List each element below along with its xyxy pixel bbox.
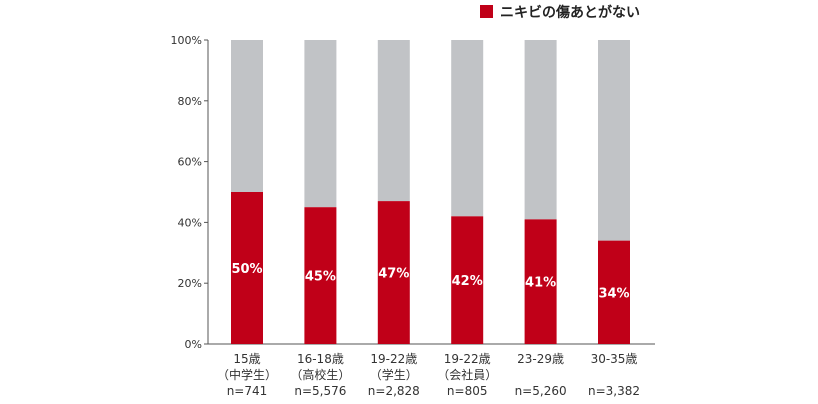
legend-swatch — [480, 5, 493, 18]
x-tick-label: （学生） — [370, 367, 418, 382]
bar-remainder — [524, 40, 557, 220]
x-tick-label: n=5,576 — [294, 384, 346, 398]
y-tick-label: 80% — [178, 95, 202, 108]
x-tick-label: n=2,828 — [368, 384, 420, 398]
x-tick-label: n=805 — [447, 384, 488, 398]
x-tick-label: 30-35歳 — [591, 352, 638, 366]
bar-value — [231, 192, 263, 344]
x-tick-label: （会社員） — [437, 367, 497, 382]
bar-remainder — [231, 40, 263, 192]
y-tick-label: 100% — [171, 34, 202, 47]
x-tick-label: n=5,260 — [515, 384, 567, 398]
x-axis-labels: 15歳（中学生）n=74116-18歳（高校生）n=5,57619-22歳（学生… — [217, 352, 640, 398]
x-tick-label: 16-18歳 — [297, 352, 344, 366]
x-tick-label: 15歳 — [233, 352, 260, 366]
y-tick-label: 40% — [178, 216, 202, 229]
bar-value — [524, 219, 557, 344]
x-tick-label: n=741 — [227, 384, 268, 398]
x-tick-label: （高校生） — [290, 367, 350, 382]
y-tick-label: 60% — [178, 156, 202, 169]
bar-value-label: 50% — [231, 262, 262, 277]
y-tick-label: 0% — [185, 338, 202, 351]
bar-value — [304, 207, 337, 344]
bar-value-label: 42% — [452, 274, 483, 289]
x-tick-label: 19-22歳 — [444, 352, 491, 366]
bar-value-label: 47% — [378, 267, 409, 282]
bar-value — [377, 201, 410, 344]
y-axis: 100% 80% 60% 40% 20% 0% — [171, 34, 655, 351]
bar-value-label: 45% — [305, 270, 336, 285]
x-tick-label: n=3,382 — [588, 384, 640, 398]
x-tick-label: 23-29歳 — [517, 352, 564, 366]
bar-remainder — [304, 40, 337, 208]
bar-value — [451, 216, 484, 344]
bar-value-label: 34% — [598, 286, 629, 301]
x-tick-label: （中学生） — [217, 367, 277, 382]
bars: 50% 45% 47% 42% 41% 34% — [231, 40, 630, 344]
y-tick-label: 20% — [178, 277, 202, 290]
legend-label: ニキビの傷あとがない — [500, 4, 640, 21]
bar-remainder — [451, 40, 484, 217]
legend: ニキビの傷あとがない — [480, 4, 640, 21]
x-tick-label: 19-22歳 — [370, 352, 417, 366]
bar-value-label: 41% — [525, 276, 556, 291]
bar-remainder — [377, 40, 410, 202]
bar-remainder — [598, 40, 630, 241]
bar-value — [598, 240, 630, 344]
